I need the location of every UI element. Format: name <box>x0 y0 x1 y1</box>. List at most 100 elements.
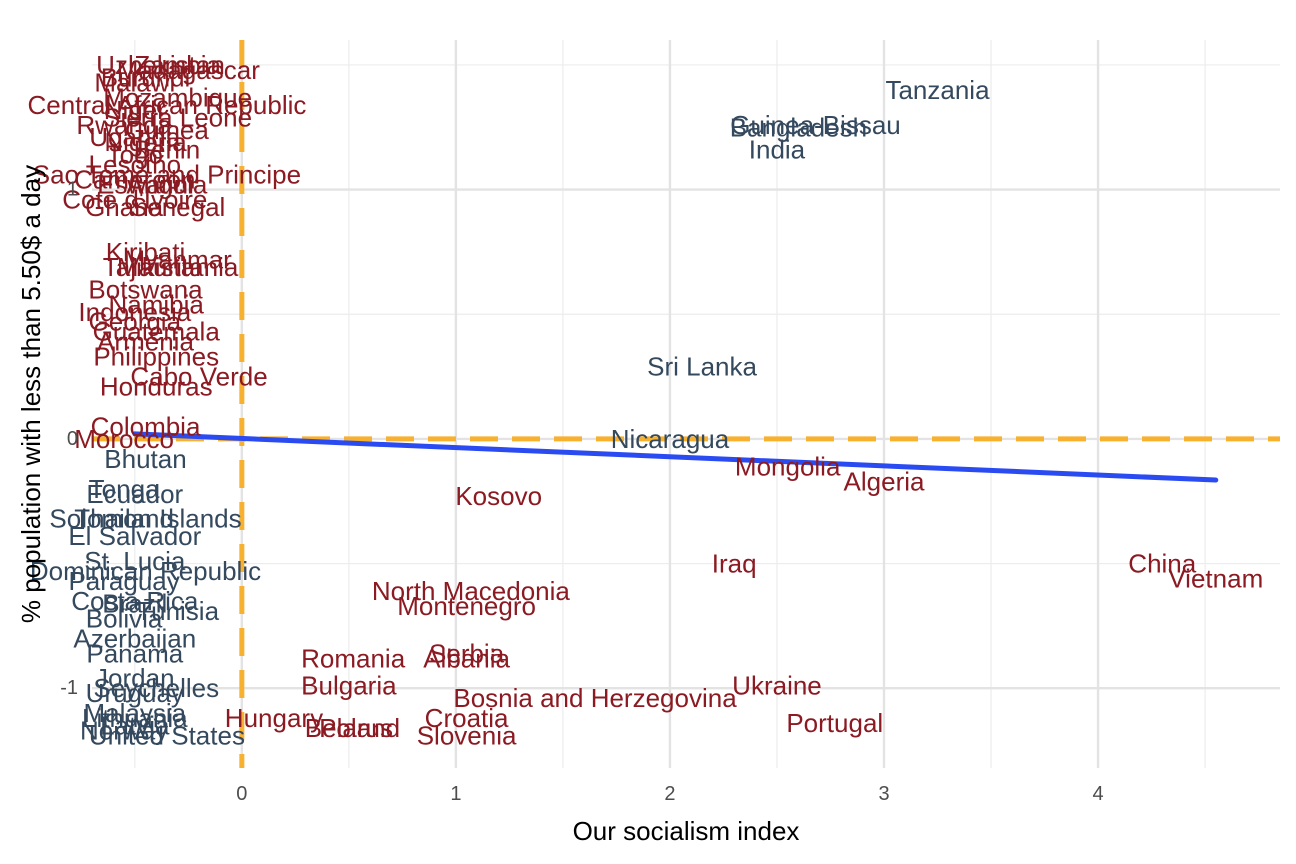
point-label: Bosnia and Herzegovina <box>453 683 737 713</box>
point-label: Georgia <box>89 307 182 337</box>
point-label: Mongolia <box>735 451 841 481</box>
point-label: Honduras <box>100 372 213 402</box>
point-label: Rwanda <box>76 110 172 140</box>
point-label: Guinea-Bissau <box>730 110 901 140</box>
point-label: Jordan <box>95 663 175 693</box>
point-label: Panama <box>86 638 183 668</box>
point-label: Guinea <box>125 115 209 145</box>
point-label: North Macedonia <box>372 576 571 606</box>
x-tick-label: 0 <box>236 783 247 805</box>
point-label: Cabo Verde <box>130 362 267 392</box>
point-label: Albania <box>423 643 510 673</box>
point-label: Belarus <box>305 713 393 743</box>
point-label: Tonga <box>89 474 160 504</box>
point-label: Indonesia <box>78 297 191 327</box>
point-label: Namibia <box>109 289 205 319</box>
point-label: Tanzania <box>885 75 990 105</box>
point-label: Nicaragua <box>611 424 730 454</box>
reference-lines <box>92 40 1280 768</box>
point-label: Sao Tome and Principe <box>33 160 301 190</box>
point-label: Bolivia <box>86 603 163 633</box>
point-label: Mauritania <box>117 252 239 282</box>
point-label: Kiribati <box>106 237 185 267</box>
point-label: Senegal <box>130 192 225 222</box>
point-label: Ecuador <box>86 479 183 509</box>
point-label: Seychelles <box>93 673 219 703</box>
point-label: Burundi <box>101 62 191 92</box>
point-label: Uganda <box>89 122 181 152</box>
point-label: Dominican Republic <box>30 556 261 586</box>
point-label: Eswatini <box>97 170 194 200</box>
point-label: Zambia <box>134 50 221 80</box>
point-label: Madagascar <box>117 55 260 85</box>
point-label: Colombia <box>91 411 201 441</box>
point-label: Norway <box>80 716 168 746</box>
point-label: Lithuania <box>82 703 188 733</box>
grid-major <box>92 40 1280 768</box>
point-label: Serbia <box>429 638 505 668</box>
point-label: Poland <box>319 713 400 743</box>
point-label: Iraq <box>712 549 757 579</box>
point-label: Malawi <box>94 67 175 97</box>
point-label: Niger <box>104 95 166 125</box>
point-label: China <box>1128 549 1196 579</box>
point-label: Brazil <box>102 588 167 618</box>
point-label: Slovenia <box>417 721 517 751</box>
point-label: Cote d'Ivoire <box>62 185 207 215</box>
x-tick-label: 4 <box>1092 783 1103 805</box>
point-label: United States <box>89 721 245 751</box>
point-label: Costa Rica <box>71 586 199 616</box>
point-label: India <box>749 135 806 165</box>
point-label: Croatia <box>425 703 509 733</box>
x-tick-label: 2 <box>664 783 675 805</box>
point-label: Sierra Leone <box>103 102 252 132</box>
point-label: Latvia <box>100 711 170 741</box>
point-label: Bulgaria <box>301 671 397 701</box>
y-tick-label: 0 <box>67 428 78 450</box>
trend-line <box>132 431 1219 483</box>
point-label: Cameroon <box>74 165 195 195</box>
x-axis-ticks: 0 1 2 3 4 <box>236 783 1103 805</box>
point-label: St. Lucia <box>84 546 186 576</box>
point-label: Montenegro <box>397 591 536 621</box>
point-label: Ukraine <box>732 671 822 701</box>
x-tick-label: 3 <box>878 783 889 805</box>
point-label: Bangladesh <box>730 112 867 142</box>
point-label: Central African Republic <box>27 90 306 120</box>
point-label: Paraguay <box>68 566 179 596</box>
point-label: Sri Lanka <box>647 352 757 382</box>
point-label: Togo <box>107 140 163 170</box>
point-label: Philippines <box>93 342 219 372</box>
point-label: Kosovo <box>455 481 542 511</box>
point-label: Angola <box>126 170 207 200</box>
point-label: Romania <box>301 643 406 673</box>
point-label: Morocco <box>74 424 174 454</box>
point-label: Thailand <box>74 504 174 534</box>
point-label: Tajikistan <box>103 252 210 282</box>
point-label: Solomon Islands <box>49 504 241 534</box>
point-label: Mozambique <box>103 82 252 112</box>
point-label: Vietnam <box>1168 564 1263 594</box>
point-label: Portugal <box>786 708 883 738</box>
y-axis-ticks: -1 0 1 <box>60 179 78 700</box>
point-label: Armenia <box>97 327 194 357</box>
grid-minor <box>92 40 1280 768</box>
y-axis-title: % population with less than 5.50$ a day <box>16 165 46 623</box>
point-label: Myanmar <box>123 244 232 274</box>
point-label: Ghana <box>85 192 164 222</box>
y-tick-label: -1 <box>60 677 78 699</box>
point-label: Algeria <box>844 466 925 496</box>
point-label: Uzbekistan <box>96 50 225 80</box>
point-label: Tunisia <box>136 596 219 626</box>
point-label: Benin <box>134 135 201 165</box>
point-label: Botswana <box>88 274 203 304</box>
point-label: Bhutan <box>104 444 186 474</box>
point-label: Lesotho <box>89 150 182 180</box>
point-label: El Salvador <box>68 521 201 551</box>
x-axis-title: Our socialism index <box>573 816 800 846</box>
point-label: Azerbaijan <box>73 623 196 653</box>
point-label: Nigeria <box>104 127 187 157</box>
point-label: Uruguay <box>86 678 184 708</box>
y-tick-label: 1 <box>67 179 78 201</box>
